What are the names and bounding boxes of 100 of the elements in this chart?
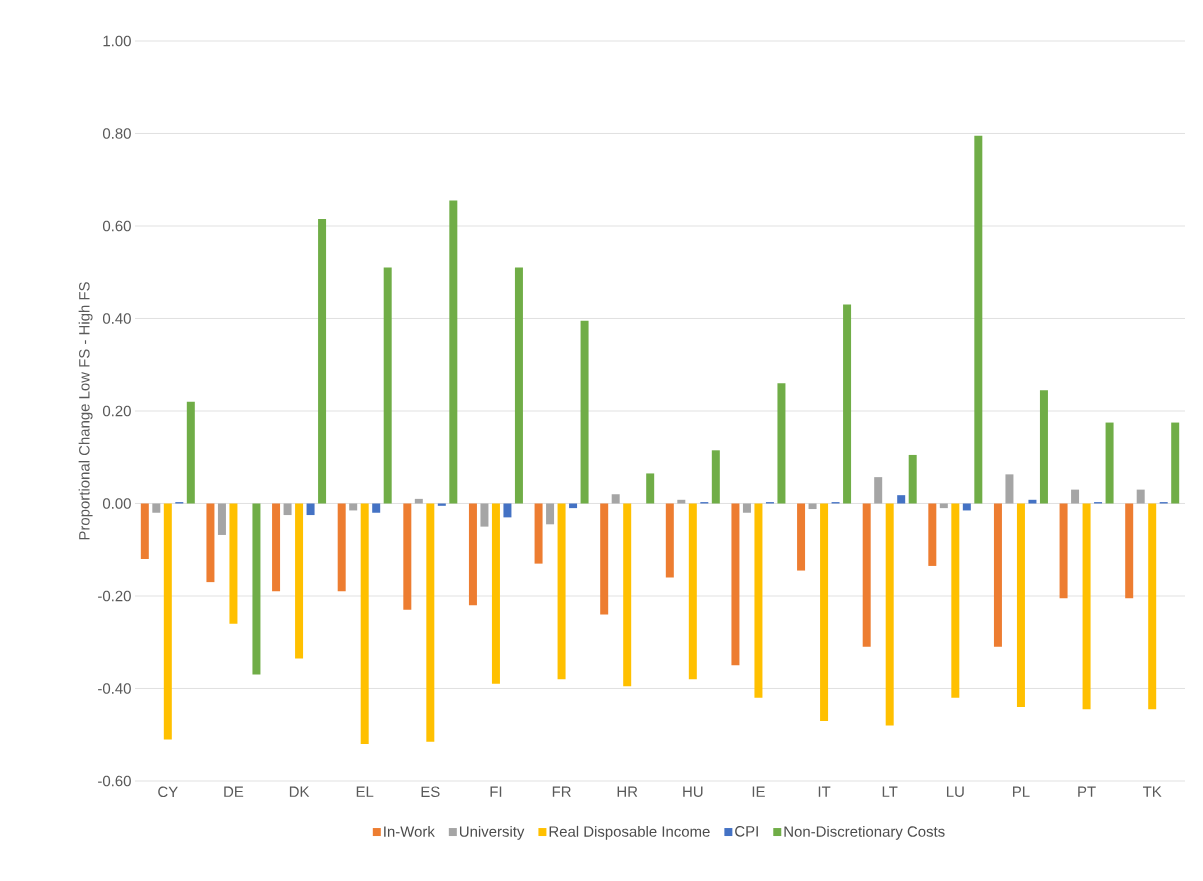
bar [534, 503, 543, 564]
bar [426, 503, 435, 742]
bar [163, 503, 172, 740]
bar [862, 503, 871, 647]
bar [186, 401, 195, 504]
bar [580, 320, 589, 504]
x-tick-label: ES [421, 786, 440, 798]
x-tick-label: PT [1078, 786, 1096, 797]
y-tick-label: 0.20 [102, 405, 131, 417]
bar [206, 503, 215, 583]
bar [623, 503, 632, 687]
bar [951, 503, 960, 698]
x-tick-label: FR [552, 786, 571, 797]
x-tick-label: DE [224, 786, 244, 797]
bar [272, 503, 281, 592]
bar [337, 503, 346, 592]
x-tick-label: IE [752, 786, 765, 797]
bar [688, 503, 697, 680]
bar [152, 503, 161, 513]
bar [962, 503, 971, 511]
bar [665, 503, 674, 578]
bar [295, 503, 304, 659]
bar [468, 503, 477, 606]
y-tick-label: -0.20 [98, 590, 131, 602]
legend-label: In-Work [384, 825, 435, 837]
bar [306, 503, 315, 516]
bar [1005, 474, 1014, 504]
bar [372, 503, 381, 513]
y-tick-label: 1.00 [103, 35, 131, 47]
bar [569, 503, 578, 509]
bar [974, 135, 983, 504]
bar [1171, 422, 1180, 504]
bar [731, 503, 740, 666]
bar [646, 473, 655, 504]
bar [140, 503, 149, 559]
bar [874, 477, 883, 504]
bar [252, 503, 261, 675]
bar [843, 304, 852, 504]
legend-label: Real Disposable Income [549, 825, 710, 840]
bar [437, 503, 446, 506]
y-tick-label: 0.40 [102, 313, 131, 324]
bar [885, 503, 894, 726]
bar [611, 494, 620, 504]
bar [514, 267, 523, 504]
bar [908, 454, 917, 504]
bar [754, 503, 763, 698]
y-tick-label: 0.80 [102, 128, 131, 139]
bar [1059, 503, 1068, 599]
x-tick-label: PL [1013, 786, 1030, 797]
x-tick-label: IT [818, 786, 831, 797]
x-tick-label: EL [356, 786, 374, 797]
bar [797, 503, 806, 571]
bar [742, 503, 751, 513]
y-tick-label: 0.60 [102, 220, 131, 232]
bar [546, 503, 555, 525]
bar [1071, 489, 1080, 504]
bar [600, 503, 609, 615]
x-tick-label: CY [158, 786, 178, 798]
bar [383, 267, 392, 504]
x-tick-label: HR [617, 786, 638, 797]
bar [449, 200, 458, 504]
bar [711, 450, 720, 504]
bar [939, 503, 948, 509]
bar [928, 503, 937, 566]
bar [318, 219, 327, 504]
bar [217, 503, 226, 535]
bar [1016, 503, 1025, 707]
x-tick-label: HU [683, 786, 703, 797]
x-tick-label: DK [289, 786, 310, 797]
bar [1082, 503, 1091, 710]
bar [808, 503, 817, 510]
bar [480, 503, 489, 527]
bar [1148, 503, 1157, 710]
bar [1105, 422, 1114, 504]
bar [1039, 390, 1048, 504]
x-tick-label: FI [490, 786, 502, 797]
bar [820, 503, 829, 721]
bar [229, 503, 238, 624]
x-tick-label: LU [946, 786, 964, 797]
bar [360, 503, 369, 744]
legend-label: Non-Discretionary Costs [784, 825, 945, 840]
bar [403, 503, 412, 610]
bar [993, 503, 1002, 647]
bar [283, 503, 292, 516]
bar [1125, 503, 1134, 599]
y-tick-label: -0.60 [98, 775, 131, 787]
bar [777, 383, 786, 504]
bar [557, 503, 566, 680]
y-tick-label: 0.00 [102, 498, 131, 509]
x-tick-label: TK [1142, 786, 1162, 797]
bar [503, 503, 512, 518]
legend-label: University [459, 825, 525, 840]
y-axis-title: Proportional Change Low FS - High FS [78, 282, 93, 540]
legend-label: CPI [735, 826, 758, 837]
bar [1136, 489, 1145, 504]
bar [897, 495, 906, 504]
x-tick-label: LT [882, 786, 898, 797]
bar [349, 503, 358, 511]
bar [491, 503, 500, 684]
y-tick-label: -0.40 [98, 683, 131, 694]
